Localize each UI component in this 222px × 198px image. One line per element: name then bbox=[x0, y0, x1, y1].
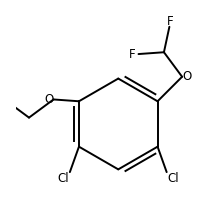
Text: Cl: Cl bbox=[58, 172, 69, 185]
Text: O: O bbox=[44, 93, 53, 106]
Text: Cl: Cl bbox=[167, 172, 179, 185]
Text: F: F bbox=[166, 15, 173, 28]
Text: F: F bbox=[129, 48, 136, 61]
Text: O: O bbox=[182, 70, 192, 83]
